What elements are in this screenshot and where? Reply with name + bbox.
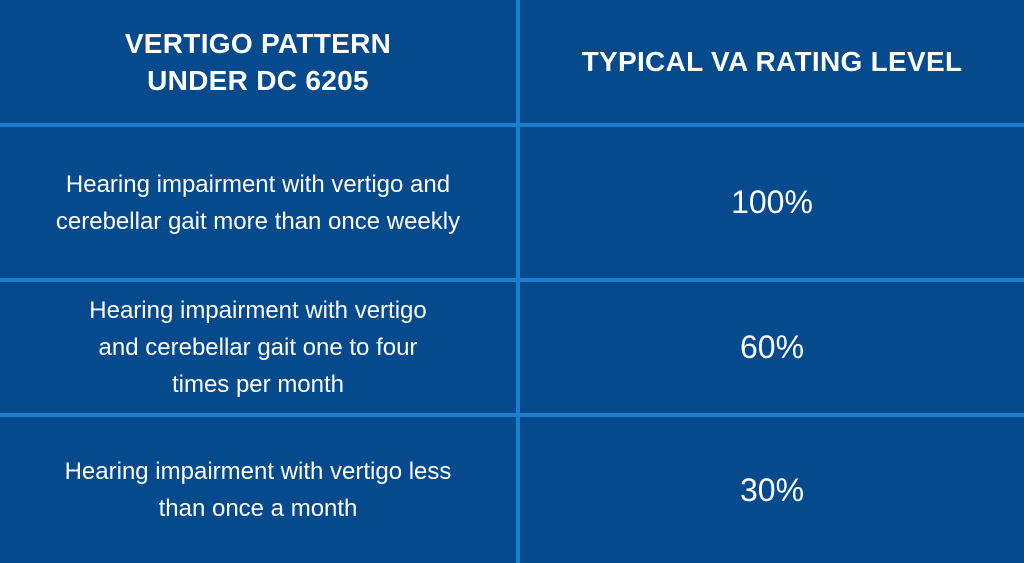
pattern-line: Hearing impairment with vertigo less [64,458,452,485]
row-divider [0,123,1024,127]
rating-cell: 100% [731,184,813,220]
pattern-cell: Hearing impairment with vertigo and cereb… [0,282,516,413]
header-line: UNDER DC 6205 [147,64,369,96]
header-line: VERTIGO PATTERN [124,27,392,59]
pattern-line: and cerebellar gait one to four [98,334,418,361]
pattern-line: times per month [171,371,345,398]
header-vertigo-pattern: VERTIGO PATTERN UNDER DC 6205 [0,0,516,123]
rating-cell: 30% [739,471,805,508]
pattern-line: Hearing impairment with vertigo [89,297,427,324]
row-divider [0,278,1024,282]
pattern-cell: Hearing impairment with vertigo less than… [0,417,516,563]
pattern-line: than once a month [158,495,358,522]
pattern-line: cerebellar gait more than once weekly [55,207,461,235]
rating-cell: 60% [739,329,805,365]
row-divider [0,413,1024,417]
pattern-cell: Hearing impairment with vertigo and cereb… [0,127,516,278]
pattern-line: Hearing impairment with vertigo and [65,170,451,198]
header-rating-level: TYPICAL VA RATING LEVEL [581,46,963,77]
